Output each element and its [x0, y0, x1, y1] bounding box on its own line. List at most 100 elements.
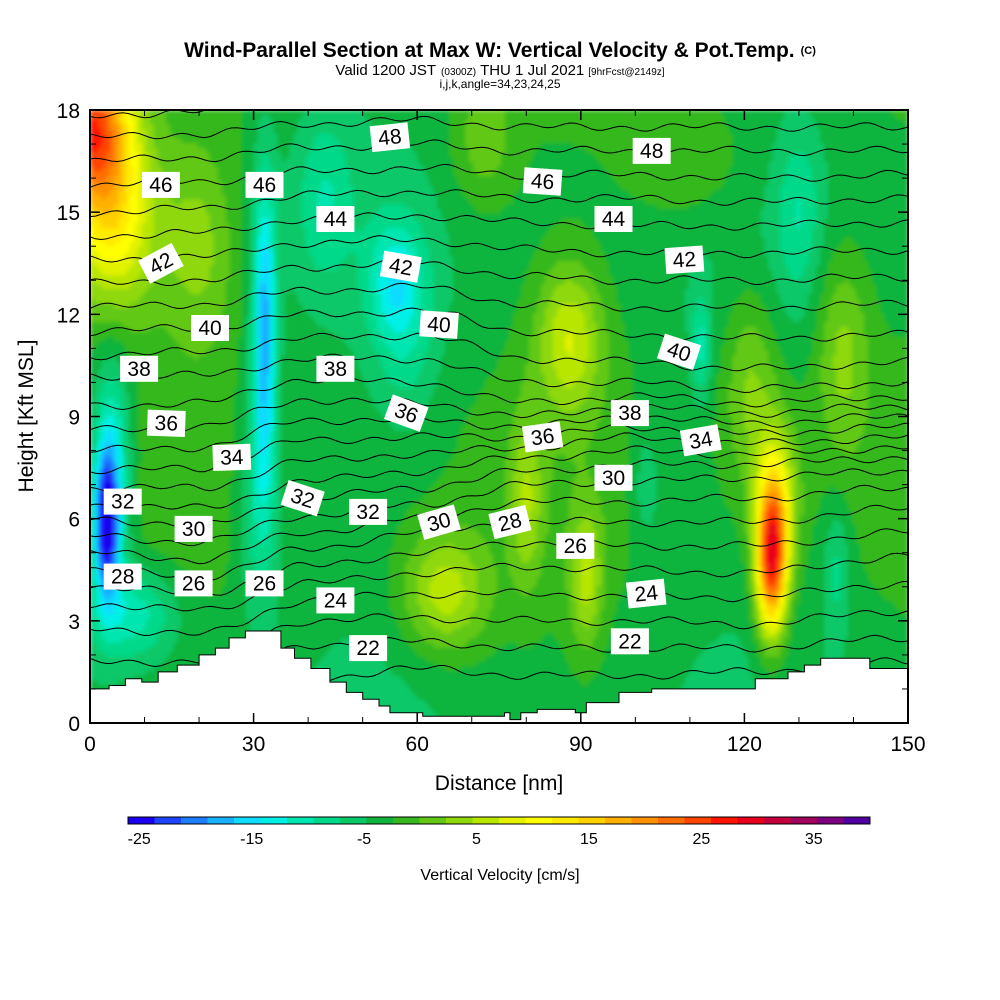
theta-label-text: 36	[154, 412, 178, 436]
y-tick-label: 0	[68, 713, 80, 736]
colorbar-swatch	[367, 817, 394, 824]
theta-label-text: 46	[530, 170, 555, 195]
theta-label-text: 40	[427, 313, 452, 338]
y-tick-label: 15	[57, 202, 80, 225]
theta-label: 22	[611, 628, 649, 654]
colorbar-tick-labels: -25 -15 -5 5 15 25 35	[128, 831, 823, 848]
chart-title: Wind-Parallel Section at Max W: Vertical…	[184, 39, 816, 62]
theta-label: 32	[104, 489, 142, 515]
theta-label-text: 32	[111, 491, 134, 514]
theta-label-text: 26	[253, 572, 276, 595]
theta-label-text: 34	[687, 427, 714, 454]
theta-label-text: 32	[356, 501, 379, 524]
theta-label-text: 28	[111, 566, 134, 589]
colorbar-swatch	[632, 817, 659, 824]
theta-label-text: 42	[387, 254, 414, 281]
theta-label-text: 30	[602, 467, 625, 490]
theta-label: 26	[246, 570, 284, 596]
colorbar-swatch	[181, 817, 208, 824]
x-tick-label: 150	[890, 733, 925, 756]
colorbar-swatch	[287, 817, 314, 824]
colorbar-swatch	[234, 817, 261, 824]
theta-label: 26	[556, 533, 594, 559]
theta-label: 24	[316, 587, 354, 613]
theta-label: 30	[595, 465, 633, 491]
y-tick-label: 6	[68, 509, 80, 532]
colorbar-swatch	[579, 817, 606, 824]
theta-label: 46	[142, 172, 180, 198]
colorbar-swatch	[526, 817, 553, 824]
y-axis-title: Height [Kft MSL]	[15, 340, 38, 493]
colorbar-tick-label: 35	[805, 831, 823, 848]
theta-label: 38	[316, 356, 354, 382]
y-tick-label: 18	[57, 100, 80, 123]
theta-label-text: 26	[182, 572, 205, 595]
theta-label-text: 26	[564, 535, 587, 558]
theta-label-text: 34	[220, 446, 244, 470]
colorbar-swatch	[658, 817, 685, 824]
colorbar-swatch	[420, 817, 447, 824]
x-tick-label: 0	[84, 733, 96, 756]
theta-label-text: 48	[377, 125, 403, 150]
x-tick-label: 120	[727, 733, 762, 756]
colorbar-swatch	[128, 817, 155, 824]
colorbar-swatch	[844, 817, 871, 824]
theta-label-text: 46	[149, 174, 172, 197]
theta-label: 42	[665, 246, 705, 275]
vertical-velocity-field	[90, 110, 909, 724]
y-tick-label: 9	[68, 407, 80, 430]
theta-label-text: 22	[356, 637, 379, 660]
theta-label: 34	[212, 444, 251, 471]
colorbar-tick-label: -5	[357, 831, 371, 848]
theta-label: 24	[626, 579, 667, 609]
colorbar-swatch	[261, 817, 288, 824]
colorbar-swatch	[473, 817, 500, 824]
colorbar-tick-label: 5	[472, 831, 481, 848]
theta-label-text: 24	[324, 589, 348, 612]
theta-label: 40	[419, 310, 459, 339]
theta-label-text: 40	[198, 317, 221, 340]
theta-label-text: 44	[324, 208, 348, 231]
colorbar-tick-label: -25	[128, 831, 151, 848]
colorbar-swatch	[314, 817, 341, 824]
theta-label-text: 46	[253, 174, 276, 197]
theta-label: 36	[522, 421, 563, 452]
colorbar-swatch	[738, 817, 765, 824]
theta-label: 46	[246, 172, 284, 198]
theta-label: 36	[147, 410, 186, 437]
index-line: i,j,k,angle=34,23,24,25	[439, 77, 560, 91]
colorbar-swatch	[711, 817, 738, 824]
colorbar-swatch	[764, 817, 791, 824]
y-tick-label: 3	[68, 611, 80, 634]
theta-label-text: 38	[127, 358, 150, 381]
colorbar-swatch	[340, 817, 367, 824]
theta-label: 22	[349, 635, 387, 661]
colorbar-tick-label: 25	[693, 831, 711, 848]
x-axis-title: Distance [nm]	[435, 772, 563, 795]
theta-label: 38	[611, 400, 649, 426]
theta-label: 48	[633, 138, 671, 164]
colorbar-swatch	[817, 817, 844, 824]
theta-label: 40	[191, 315, 229, 341]
theta-label: 32	[349, 499, 387, 525]
theta-label-text: 36	[530, 424, 556, 450]
colorbar-swatch	[446, 817, 473, 824]
colorbar-tick-label: -15	[240, 831, 263, 848]
theta-label-text: 22	[618, 630, 641, 653]
theta-label-text: 30	[182, 518, 205, 541]
theta-label-text: 24	[633, 581, 659, 606]
theta-label: 28	[104, 564, 142, 590]
theta-label: 48	[370, 122, 411, 152]
colorbar-swatch	[155, 817, 182, 824]
x-tick-label: 60	[406, 733, 429, 756]
colorbar-tick-label: 15	[580, 831, 598, 848]
x-tick-label: 30	[242, 733, 265, 756]
colorbar-swatch	[393, 817, 420, 824]
colorbar-title: Vertical Velocity [cm/s]	[420, 867, 579, 884]
theta-label: 38	[120, 356, 158, 382]
theta-label-text: 38	[324, 358, 347, 381]
theta-label: 30	[175, 516, 213, 542]
colorbar-swatch	[552, 817, 579, 824]
